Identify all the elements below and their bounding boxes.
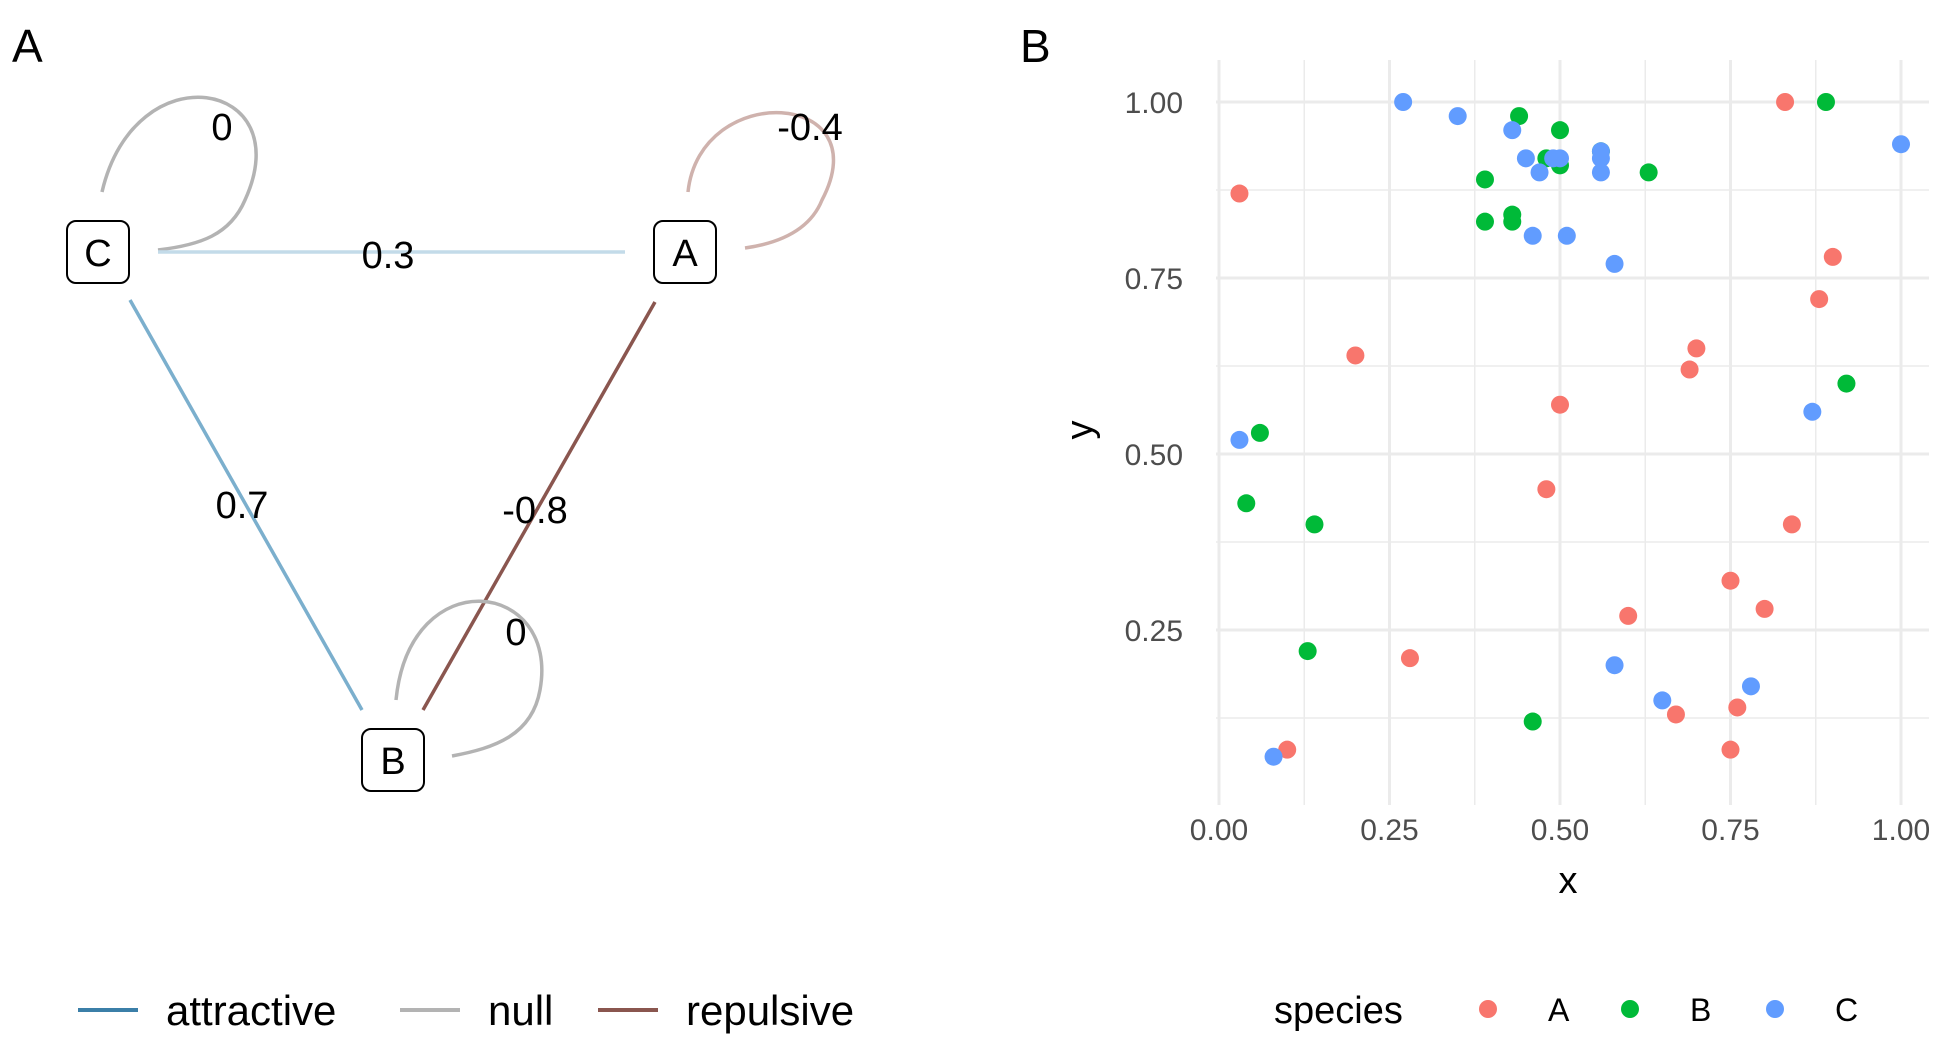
node-a: A xyxy=(653,220,717,284)
point-species-a xyxy=(1776,93,1795,111)
point-species-b xyxy=(1639,163,1658,182)
edge-a-a xyxy=(686,110,836,250)
point-species-b xyxy=(1551,121,1569,140)
node-c-label: C xyxy=(84,233,111,275)
node-b-label: B xyxy=(380,741,405,783)
legend-key-b: B xyxy=(1690,992,1711,1028)
point-species-a xyxy=(1687,339,1706,358)
point-species-a xyxy=(1680,360,1699,379)
point-species-c xyxy=(1503,121,1522,140)
point-species-a xyxy=(1537,480,1556,499)
point-species-b xyxy=(1475,170,1494,189)
legend-title: species xyxy=(1274,990,1403,1032)
node-b: B xyxy=(361,728,425,792)
point-species-b xyxy=(1237,494,1256,513)
legend-label-repulsive: repulsive xyxy=(686,987,854,1034)
point-species-c xyxy=(1551,149,1569,168)
point-species-c xyxy=(1264,747,1283,766)
point-species-a xyxy=(1728,698,1747,717)
legend-dot-b xyxy=(1621,1000,1639,1018)
panel-b-letter: B xyxy=(1020,20,1051,72)
x-tick-label: 0.75 xyxy=(1701,814,1759,847)
point-species-c xyxy=(1605,656,1624,675)
point-species-c xyxy=(1448,107,1467,126)
point-species-c xyxy=(1530,163,1549,182)
edge-label-c-a: 0.3 xyxy=(362,235,415,277)
point-species-a xyxy=(1755,599,1774,618)
edge-label-b-b: 0 xyxy=(505,612,526,654)
point-species-b xyxy=(1523,712,1542,731)
point-species-b xyxy=(1510,107,1529,126)
scatter-tick-labels: 0.00 0.25 0.50 0.75 1.00 0.25 0.50 0.75 1.00 xyxy=(1125,87,1931,847)
edge-a-b xyxy=(421,301,657,711)
point-species-b xyxy=(1816,93,1835,111)
point-species-b xyxy=(1837,374,1856,393)
point-species-a xyxy=(1721,571,1740,590)
species-legend: species A B C xyxy=(1274,990,1858,1032)
point-species-c xyxy=(1591,163,1610,182)
x-tick-label: 1.00 xyxy=(1872,814,1930,847)
edge-label-c-b: 0.7 xyxy=(216,485,269,527)
legend-label-attractive: attractive xyxy=(166,987,336,1034)
point-species-a xyxy=(1666,705,1685,724)
point-species-b xyxy=(1250,423,1269,442)
point-species-c xyxy=(1523,226,1542,245)
scatter-grid xyxy=(1216,60,1929,805)
x-tick-label: 0.25 xyxy=(1360,814,1418,847)
point-species-c xyxy=(1394,93,1413,111)
point-species-c xyxy=(1591,149,1610,168)
edge-label-a-a: -0.4 xyxy=(777,107,842,149)
point-species-a xyxy=(1619,606,1638,625)
legend-label-null: null xyxy=(488,987,553,1034)
scatter-points xyxy=(1230,93,1910,766)
edge-label-a-b: -0.8 xyxy=(502,490,567,532)
edge-c-c xyxy=(100,95,258,252)
x-axis-title: x xyxy=(1559,860,1578,902)
point-species-b xyxy=(1298,642,1317,661)
legend-dot-c xyxy=(1766,1000,1784,1018)
legend-dot-a xyxy=(1479,1000,1497,1018)
point-species-c xyxy=(1230,430,1249,449)
edge-b-b xyxy=(394,599,544,758)
point-species-a xyxy=(1400,649,1419,668)
y-tick-label: 1.00 xyxy=(1125,87,1183,120)
point-species-b xyxy=(1305,515,1324,534)
y-tick-label: 0.75 xyxy=(1125,263,1183,296)
point-species-c xyxy=(1892,135,1910,154)
network-legend: attractive null repulsive xyxy=(78,987,854,1034)
legend-key-a: A xyxy=(1548,992,1570,1028)
point-species-a xyxy=(1551,395,1569,414)
point-species-b xyxy=(1475,212,1494,231)
point-species-a xyxy=(1230,184,1249,203)
legend-key-c: C xyxy=(1835,992,1858,1028)
point-species-a xyxy=(1278,740,1297,759)
point-species-a xyxy=(1346,346,1365,365)
edge-c-b xyxy=(128,299,364,711)
panel-a-letter: A xyxy=(12,20,43,72)
point-species-a xyxy=(1810,290,1829,309)
point-species-c xyxy=(1516,149,1535,168)
edge-label-c-c: 0 xyxy=(211,107,232,149)
point-species-a xyxy=(1782,515,1801,534)
y-tick-label: 0.25 xyxy=(1125,615,1183,648)
x-tick-label: 0.50 xyxy=(1531,814,1589,847)
x-tick-label: 0.00 xyxy=(1190,814,1248,847)
y-axis-title: y xyxy=(1059,421,1101,440)
point-species-c xyxy=(1653,691,1672,710)
point-species-a xyxy=(1721,740,1740,759)
point-species-c xyxy=(1605,254,1624,273)
point-species-b xyxy=(1503,212,1522,231)
network-graph: 0 -0.4 0.3 0.7 -0.8 0 C A B xyxy=(66,95,843,792)
node-a-label: A xyxy=(672,233,698,275)
point-species-c xyxy=(1741,677,1760,696)
y-tick-label: 0.50 xyxy=(1125,439,1183,472)
point-species-c xyxy=(1803,402,1822,421)
point-species-a xyxy=(1823,247,1842,266)
node-c: C xyxy=(66,220,130,284)
point-species-c xyxy=(1557,226,1576,245)
